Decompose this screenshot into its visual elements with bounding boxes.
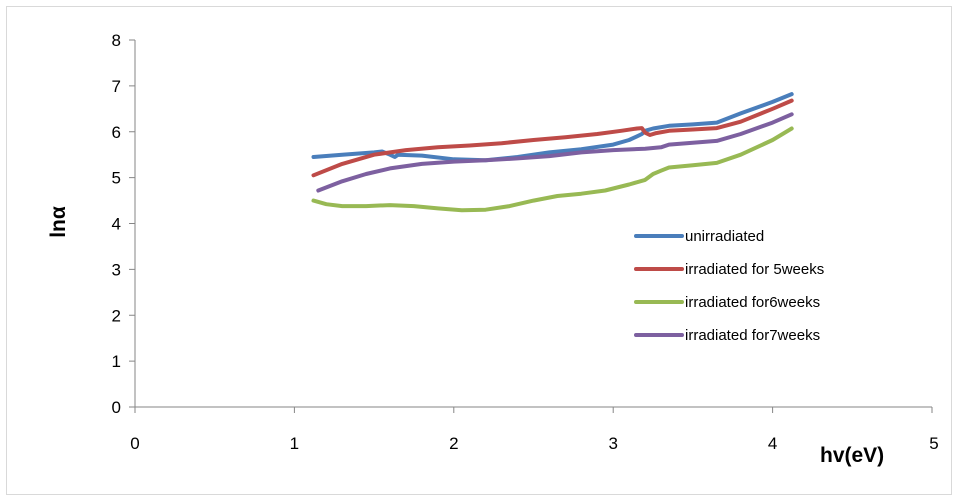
y-tick-label: 1	[112, 352, 121, 371]
y-tick-label: 6	[112, 123, 121, 142]
x-tick-label: 0	[130, 434, 139, 453]
y-tick-label: 2	[112, 306, 121, 325]
legend-label: irradiated for7weeks	[685, 327, 820, 344]
x-tick-label: 2	[449, 434, 458, 453]
legend: unirradiated irradiated for 5weeks irradia…	[634, 228, 824, 344]
series-line-2	[311, 98, 794, 178]
y-tick-label: 7	[112, 77, 121, 96]
legend-label: irradiated for6weeks	[685, 294, 820, 311]
y-tick-label: 0	[112, 398, 121, 417]
y-tick-label: 8	[112, 31, 121, 50]
x-tick-label: 1	[290, 434, 299, 453]
series-line-3	[311, 126, 794, 213]
series-line-1	[311, 92, 794, 163]
tick-labels: 0 1 2 3 4 5 6 7 8 0 1 2 3 4 5	[112, 31, 939, 453]
series-layer	[311, 92, 794, 213]
x-axis-title: hv(eV)	[820, 444, 884, 467]
x-tick-label: 3	[608, 434, 617, 453]
y-tick-label: 3	[112, 260, 121, 279]
y-axis-title: lnα	[47, 206, 70, 238]
legend-label: unirradiated	[685, 228, 764, 245]
y-tick-label: 4	[112, 215, 121, 234]
x-tick-label: 5	[929, 434, 938, 453]
y-tick-label: 5	[112, 169, 121, 188]
series-line-4	[316, 112, 794, 193]
legend-label: irradiated for 5weeks	[685, 261, 824, 278]
chart-frame	[6, 6, 952, 495]
x-tick-label: 4	[768, 434, 777, 453]
axes	[129, 39, 933, 413]
